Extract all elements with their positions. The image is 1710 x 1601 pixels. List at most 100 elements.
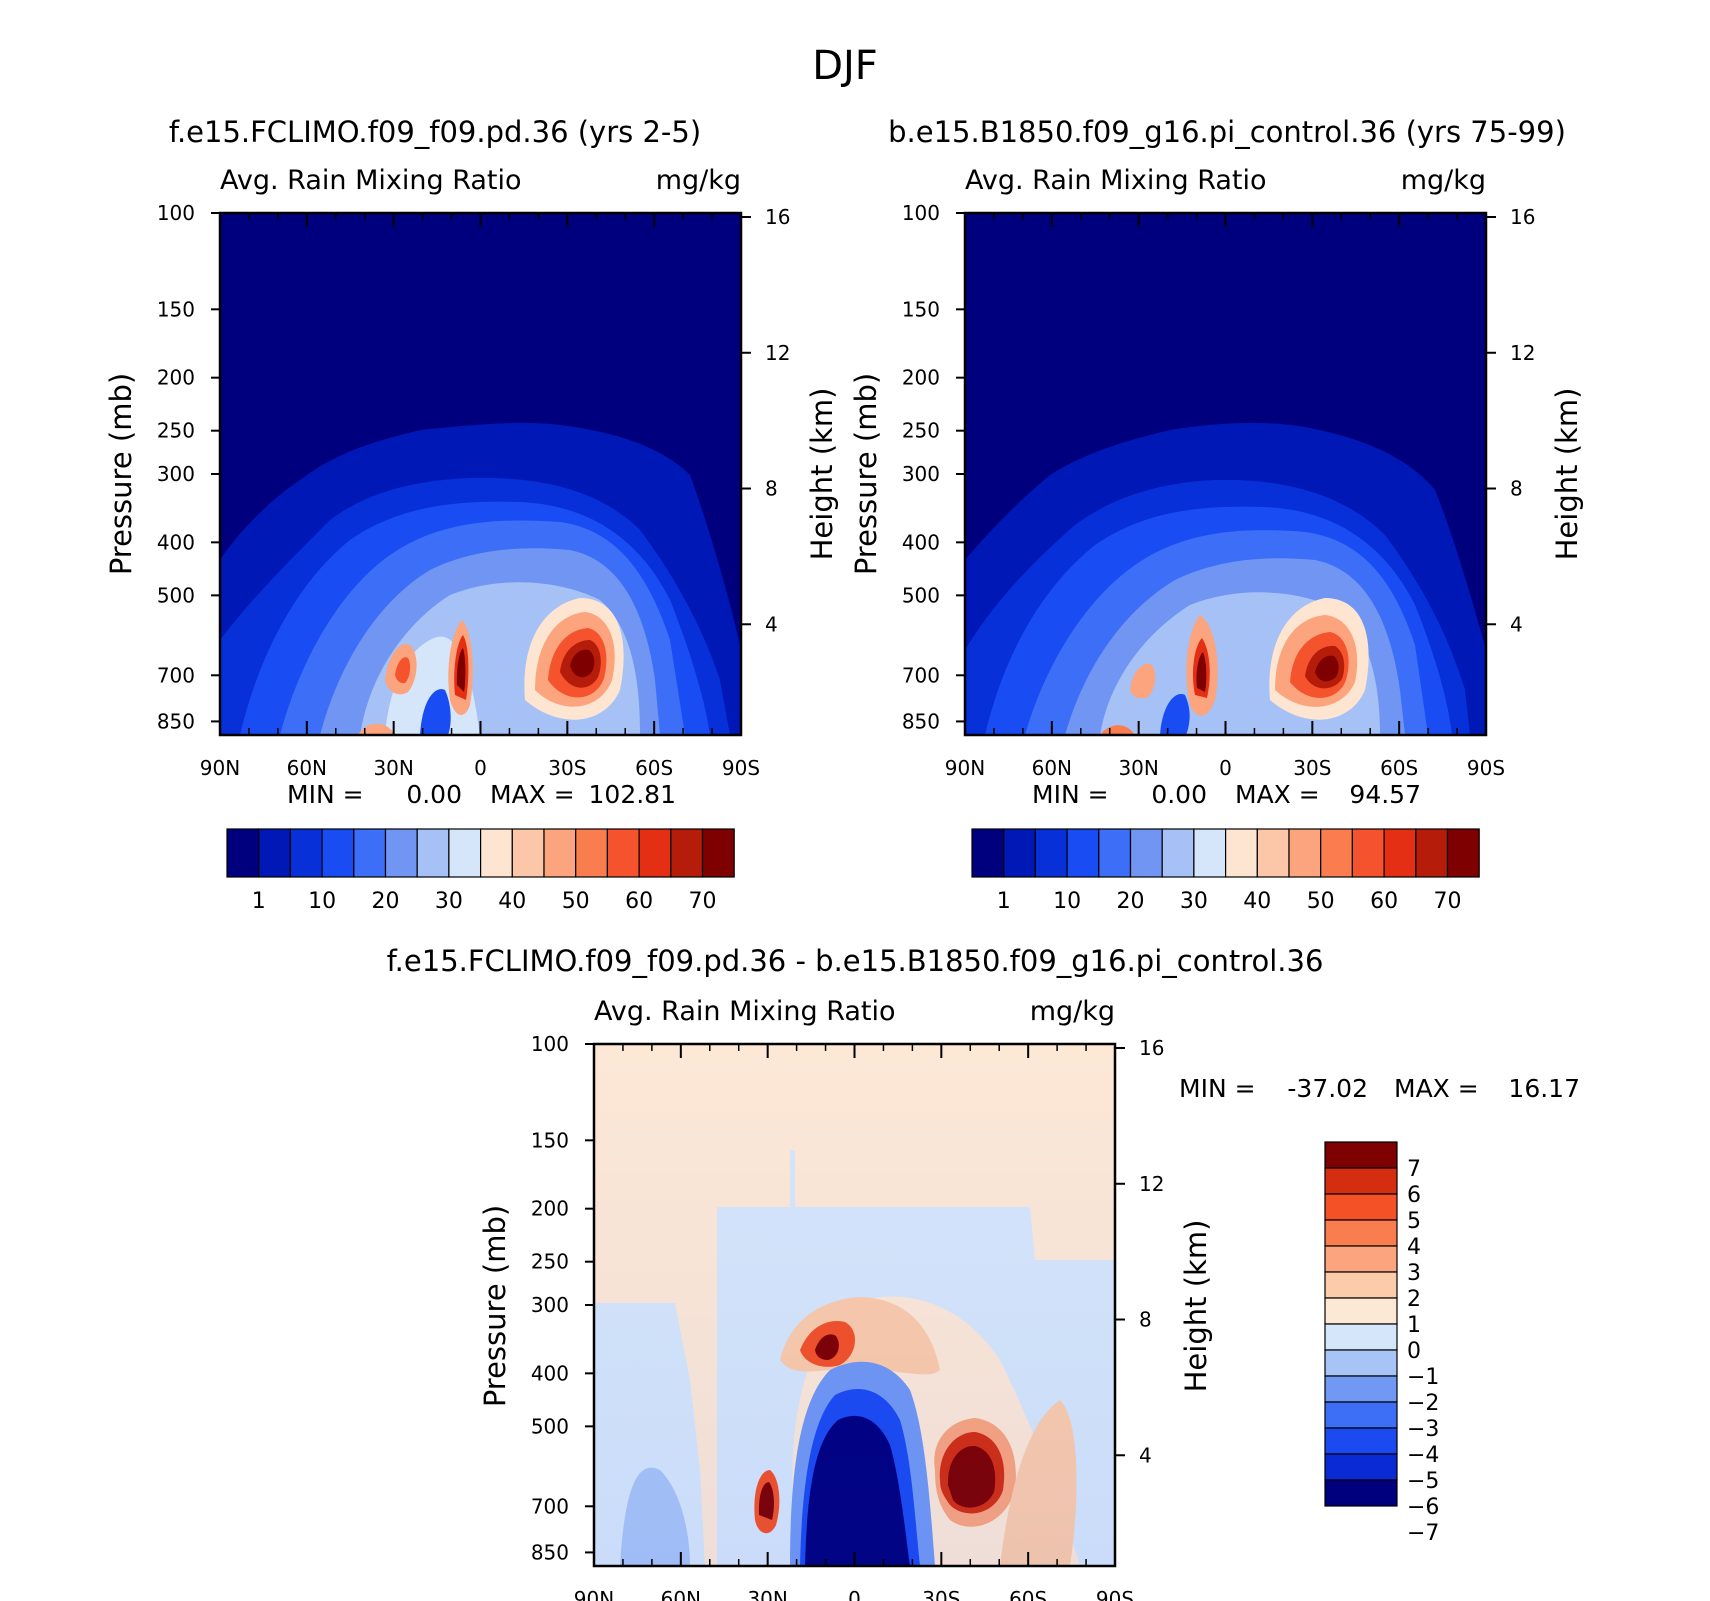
- x-tick-label: 90S: [722, 756, 760, 780]
- colorbar-swatch: [258, 828, 292, 878]
- min-label-right: MIN =: [1032, 780, 1109, 809]
- min-value-right: 0.00: [1151, 780, 1207, 809]
- y-tick-label: 400: [531, 1361, 569, 1385]
- x-tick-label: 30N: [373, 756, 413, 780]
- colorbar-left: 1 10 20 30 40 50 60 70: [226, 828, 735, 914]
- y-tick-label: 300: [531, 1293, 569, 1317]
- variable-label-difference: Avg. Rain Mixing Ratio: [594, 996, 896, 1027]
- colorbar-label: −7: [1407, 1521, 1439, 1546]
- colorbar-label: −6: [1407, 1495, 1439, 1520]
- colorbar-label: 60: [1370, 889, 1398, 914]
- panel-difference: f.e15.FCLIMO.f09_f09.pd.36 - b.e15.B1850…: [387, 944, 1580, 1601]
- colorbar-label: −3: [1407, 1417, 1439, 1442]
- axis-ticks-left: 90N 60N 30N 0 30S 60S 90S 100 150 200 250 300 400 500…: [157, 201, 791, 780]
- y-tick-label: 850: [531, 1540, 569, 1564]
- colorbar-label: 1: [1407, 1313, 1421, 1338]
- colorbar-label: 7: [1407, 1157, 1421, 1182]
- x-tick-label: 90N: [200, 756, 240, 780]
- height-tick-label: 16: [1139, 1036, 1164, 1060]
- colorbar-swatch: [480, 828, 513, 878]
- units-label-left: mg/kg: [656, 165, 741, 196]
- x-tick-label: 0: [848, 1587, 861, 1601]
- x-tick-label: 60S: [1009, 1587, 1047, 1601]
- colorbar-label: 50: [562, 889, 590, 914]
- colorbar-swatch: [511, 828, 545, 878]
- height-tick-label: 8: [1139, 1308, 1152, 1332]
- colorbar-swatch: [1324, 1453, 1398, 1481]
- y-tick-label: 200: [157, 366, 195, 390]
- colorbar-swatch: [1324, 1427, 1398, 1455]
- axis-ticks-right: 90N 60N 30N 0 30S 60S 90S 100 150 200 250 300 400 500…: [902, 201, 1536, 780]
- colorbar-label: 30: [435, 889, 463, 914]
- colorbar-swatch: [1324, 1193, 1398, 1221]
- y-tick-label: 500: [157, 583, 195, 607]
- case-title-right: b.e15.B1850.f09_g16.pi_control.36 (yrs 7…: [888, 115, 1566, 149]
- colorbar-swatch: [1324, 1141, 1398, 1169]
- y-axis-right-label-right: Height (km): [1550, 388, 1584, 561]
- axis-ticks-difference: 90N 60N 30N 0 30S 60S 90S 100 150 200 250 300 400 500…: [531, 1032, 1165, 1601]
- x-tick-label: 30N: [747, 1587, 787, 1601]
- case-title-left: f.e15.FCLIMO.f09_f09.pd.36 (yrs 2-5): [169, 115, 701, 149]
- x-tick-label: 60N: [1032, 756, 1072, 780]
- x-tick-label: 0: [1219, 756, 1232, 780]
- x-tick-label: 60S: [1380, 756, 1418, 780]
- max-value-difference: 16.17: [1508, 1074, 1580, 1103]
- colorbar-label: 40: [1243, 889, 1271, 914]
- case-title-difference: f.e15.FCLIMO.f09_f09.pd.36 - b.e15.B1850…: [387, 944, 1324, 978]
- colorbar-label: 10: [1053, 889, 1081, 914]
- x-tick-label: 30N: [1118, 756, 1158, 780]
- colorbar-swatch: [543, 828, 577, 878]
- colorbar-swatch: [289, 828, 323, 878]
- colorbar-swatch: [1324, 1167, 1398, 1195]
- colorbar-swatch: [1324, 1323, 1398, 1351]
- y-tick-label: 250: [157, 419, 195, 443]
- max-label-left: MAX =: [490, 780, 575, 809]
- colorbar-right: 1 10 20 30 40 50 60 70: [971, 828, 1480, 914]
- min-value-difference: -37.02: [1287, 1074, 1368, 1103]
- colorbar-swatch: [1324, 1401, 1398, 1429]
- max-value-left: 102.81: [589, 780, 676, 809]
- colorbar-label: 30: [1180, 889, 1208, 914]
- contour-field-left: [220, 213, 741, 735]
- height-tick-label: 4: [765, 612, 778, 636]
- variable-label-right: Avg. Rain Mixing Ratio: [965, 165, 1267, 196]
- height-tick-label: 8: [1510, 477, 1523, 501]
- y-tick-label: 850: [902, 709, 940, 733]
- colorbar-swatch: [1003, 828, 1037, 878]
- colorbar-label: 60: [625, 889, 653, 914]
- colorbar-swatch: [384, 828, 418, 878]
- colorbar-swatch: [1034, 828, 1068, 878]
- x-tick-label: 0: [474, 756, 487, 780]
- colorbar-label: −5: [1407, 1469, 1439, 1494]
- y-tick-label: 150: [157, 297, 195, 321]
- colorbar-label: 3: [1407, 1261, 1421, 1286]
- colorbar-label: 5: [1407, 1209, 1421, 1234]
- colorbar-swatch: [638, 828, 672, 878]
- colorbar-swatch: [416, 828, 450, 878]
- y-tick-label: 250: [531, 1250, 569, 1274]
- colorbar-label: 1: [997, 889, 1011, 914]
- x-tick-label: 30S: [548, 756, 586, 780]
- y-tick-label: 850: [157, 709, 195, 733]
- colorbar-swatch: [1193, 828, 1227, 878]
- height-tick-label: 12: [1139, 1172, 1164, 1196]
- colorbar-swatch: [1324, 1297, 1398, 1325]
- colorbar-swatch: [226, 828, 260, 878]
- colorbar-swatch: [1224, 828, 1258, 878]
- x-tick-label: 60N: [287, 756, 327, 780]
- contour-field-right: [965, 213, 1486, 735]
- colorbar-swatch: [1098, 828, 1132, 878]
- colorbar-label: 70: [689, 889, 717, 914]
- figure-title: DJF: [812, 43, 878, 89]
- colorbar-swatch: [1324, 1271, 1398, 1299]
- y-tick-label: 500: [902, 583, 940, 607]
- panel-right: b.e15.B1850.f09_g16.pi_control.36 (yrs 7…: [849, 115, 1584, 914]
- colorbar-swatch: [1256, 828, 1290, 878]
- min-value-left: 0.00: [406, 780, 462, 809]
- colorbar-swatch: [1324, 1479, 1398, 1507]
- colorbar-swatch: [1324, 1219, 1398, 1247]
- height-tick-label: 16: [1510, 205, 1535, 229]
- y-tick-label: 250: [902, 419, 940, 443]
